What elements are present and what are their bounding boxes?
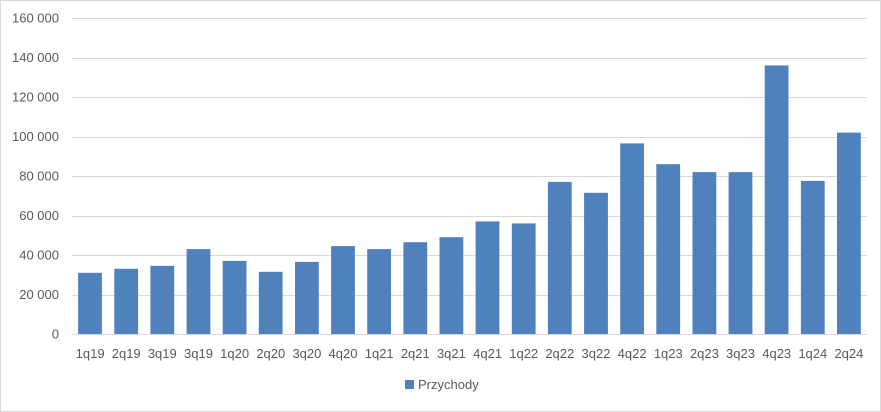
y-tick-label: 20 000 bbox=[19, 287, 59, 302]
x-tick-label: 1q19 bbox=[76, 346, 105, 361]
x-tick-label: 3q23 bbox=[726, 346, 755, 361]
x-tick-label: 2q24 bbox=[834, 346, 863, 361]
x-tick-label: 3q22 bbox=[582, 346, 611, 361]
bar-1q24 bbox=[800, 180, 825, 334]
x-tick-label: 4q20 bbox=[329, 346, 358, 361]
bar-4q21 bbox=[475, 221, 500, 334]
bar-2q20 bbox=[258, 271, 283, 334]
bar-2q24 bbox=[837, 132, 861, 334]
y-axis-ticks: 0 20 000 40 000 60 000 80 000 100 000 120 000 1… bbox=[12, 11, 59, 342]
bar-2q22 bbox=[547, 181, 572, 334]
x-tick-label: 2q21 bbox=[401, 346, 430, 361]
x-tick-label: 3q20 bbox=[292, 346, 321, 361]
bar-4q20 bbox=[331, 246, 355, 334]
legend: Przychody bbox=[405, 377, 479, 392]
y-tick-label: 0 bbox=[52, 327, 59, 342]
legend-label-przychody: Przychody bbox=[418, 377, 479, 392]
x-tick-label: 2q20 bbox=[256, 346, 285, 361]
x-tick-label: 2q22 bbox=[545, 346, 574, 361]
bar-3q23 bbox=[728, 172, 753, 334]
x-tick-label: 4q21 bbox=[473, 346, 502, 361]
x-tick-label: 4q22 bbox=[618, 346, 647, 361]
bar-3q20 bbox=[295, 261, 319, 334]
x-tick-label: 4q23 bbox=[762, 346, 791, 361]
legend-swatch-przychody bbox=[405, 380, 414, 389]
bar-3q21 bbox=[439, 237, 464, 334]
bars bbox=[78, 65, 861, 335]
y-tick-label: 140 000 bbox=[12, 50, 59, 65]
bar-1q19 bbox=[78, 272, 102, 334]
bar-3q19 bbox=[150, 265, 175, 334]
x-axis-labels: 1q19 2q19 3q19 3q19 1q20 2q20 3q20 4q20 1q21 2q21… bbox=[76, 346, 864, 361]
bar-3q19 bbox=[186, 249, 211, 334]
y-tick-label: 80 000 bbox=[19, 169, 59, 184]
bar-1q20 bbox=[222, 260, 247, 334]
x-tick-label: 2q23 bbox=[690, 346, 719, 361]
x-tick-label: 1q20 bbox=[220, 346, 249, 361]
y-tick-label: 160 000 bbox=[12, 11, 59, 26]
bar-2q21 bbox=[403, 242, 428, 334]
bar-1q21 bbox=[367, 249, 391, 334]
y-tick-label: 40 000 bbox=[19, 248, 59, 263]
y-tick-label: 120 000 bbox=[12, 90, 59, 105]
bar-2q23 bbox=[692, 172, 717, 334]
bar-4q23 bbox=[764, 65, 789, 335]
bar-3q22 bbox=[584, 192, 608, 334]
y-tick-label: 100 000 bbox=[12, 129, 59, 144]
x-tick-label: 2q19 bbox=[112, 346, 141, 361]
bar-2q19 bbox=[114, 268, 139, 334]
x-tick-label: 3q21 bbox=[437, 346, 466, 361]
bar-4q22 bbox=[620, 143, 644, 334]
bar-1q23 bbox=[656, 164, 681, 334]
x-tick-label: 3q19 bbox=[184, 346, 213, 361]
x-tick-label: 1q24 bbox=[798, 346, 827, 361]
x-tick-label: 1q23 bbox=[654, 346, 683, 361]
x-tick-label: 1q22 bbox=[509, 346, 538, 361]
y-tick-label: 60 000 bbox=[19, 208, 59, 223]
x-tick-label: 3q19 bbox=[148, 346, 177, 361]
x-tick-label: 1q21 bbox=[365, 346, 394, 361]
bar-1q22 bbox=[511, 223, 536, 334]
